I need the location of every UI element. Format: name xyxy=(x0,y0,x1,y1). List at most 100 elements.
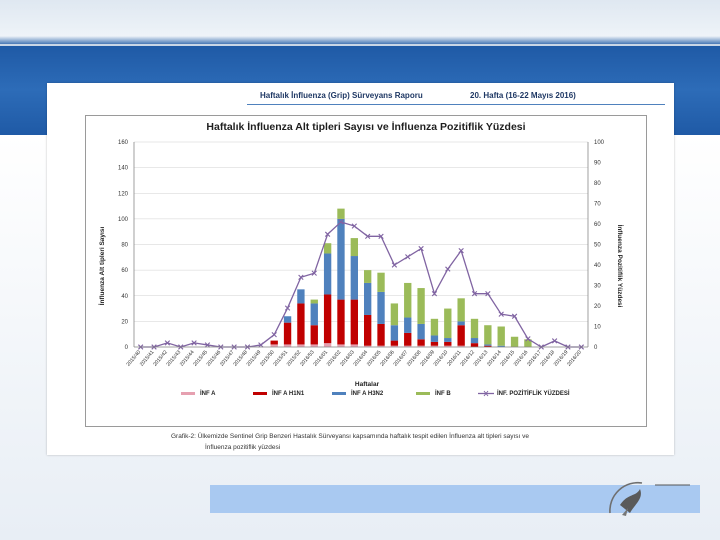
y-tick-label: 80 xyxy=(121,243,128,249)
bar-segment xyxy=(364,270,372,283)
positivity-point xyxy=(551,338,558,344)
positivity-point xyxy=(191,340,197,346)
positivity-point xyxy=(498,311,504,317)
bar-segment xyxy=(350,299,358,345)
bar-segment xyxy=(350,256,358,300)
report-title: Haftalık İnfluenza (Grip) Sürveyans Rapo… xyxy=(260,91,423,100)
bar-segment xyxy=(470,343,479,347)
positivity-point xyxy=(284,305,291,311)
bar-segment xyxy=(377,323,385,346)
bar-segment xyxy=(404,345,412,347)
positivity-point xyxy=(445,266,451,272)
bar-segment xyxy=(457,321,465,326)
y2-tick-label: 70 xyxy=(594,202,601,208)
bar-segment xyxy=(444,341,452,346)
y-tick-label: 40 xyxy=(121,294,128,300)
y2-tick-label: 20 xyxy=(594,304,601,310)
legend-label: İNF A xyxy=(200,390,216,397)
y-tick-label: 0 xyxy=(125,345,129,351)
bar-segment xyxy=(390,340,399,346)
bar-segment xyxy=(417,288,425,324)
bar-segment xyxy=(430,335,439,342)
y2-tick-label: 30 xyxy=(594,284,601,290)
bar-segment xyxy=(430,341,439,346)
positivity-point xyxy=(485,291,491,297)
bar-segment xyxy=(337,344,345,347)
positivity-point xyxy=(258,342,264,348)
positivity-point xyxy=(298,274,304,280)
y2-tick-label: 80 xyxy=(594,181,601,187)
y-tick-label: 140 xyxy=(118,166,129,172)
legend-label: İNF A H3N2 xyxy=(351,390,384,397)
y-tick-label: 120 xyxy=(118,191,129,197)
positivity-point xyxy=(405,254,411,260)
bar-segment xyxy=(484,344,492,346)
bar-segment xyxy=(417,323,425,340)
bar-segment xyxy=(430,345,439,347)
legend-swatch xyxy=(253,392,267,395)
legend-marker xyxy=(483,390,489,397)
positivity-point xyxy=(458,247,464,254)
bar-segment xyxy=(404,282,412,318)
x-tick-label: 2016/20 xyxy=(566,349,583,367)
bar-segment xyxy=(323,243,332,254)
influenza-chart: 0 20 40 60 80 100 120 140 160 0 10 20 30 40 50 60 70 80 90… xyxy=(98,120,624,397)
bar-segment xyxy=(350,238,358,257)
figure-caption-cont: İnfluenza pozitiflik yüzdesi xyxy=(205,444,281,451)
positivity-point xyxy=(471,291,478,297)
y-tick-label: 60 xyxy=(121,268,128,274)
bar-segment xyxy=(444,338,452,342)
y2-tick-label: 50 xyxy=(594,243,601,249)
bar-segment xyxy=(323,253,332,295)
report-week: 20. Hafta (16-22 Mayıs 2016) xyxy=(470,91,576,100)
bar-segment xyxy=(310,303,318,326)
legend-label: İNF B xyxy=(435,390,451,397)
y2-tick-label: 90 xyxy=(594,161,601,167)
bar-segment xyxy=(457,325,465,346)
bar-segment xyxy=(444,308,452,339)
ministry-logo xyxy=(609,481,690,516)
bar-segment xyxy=(323,294,332,344)
bar-segment xyxy=(297,303,305,345)
legend-label: İNF. POZİTİFLİK YÜZDESİ xyxy=(497,390,570,397)
bar-segment xyxy=(350,344,358,347)
chart-title: Haftalık İnfluenza Alt tipleri Sayısı ve… xyxy=(206,120,525,133)
positivity-point xyxy=(418,245,424,252)
legend-swatch xyxy=(416,392,430,395)
legend-label: İNF A H1N1 xyxy=(272,390,305,397)
bar-segment xyxy=(470,318,479,339)
bar-segment xyxy=(283,344,292,347)
positivity-point xyxy=(391,262,398,268)
y2-axis-label: İnfluenza Pozitiflik Yüzdesi xyxy=(616,225,624,308)
y2-tick-label: 0 xyxy=(594,345,598,351)
bar-segment xyxy=(484,325,492,345)
positivity-point xyxy=(525,336,531,342)
bar-segment xyxy=(310,344,318,347)
bar-segment xyxy=(283,316,292,323)
bar-segment xyxy=(497,345,505,347)
y2-tick-label: 40 xyxy=(594,263,601,269)
bar-segment xyxy=(404,332,412,346)
positivity-point xyxy=(164,340,171,346)
bar-segment xyxy=(337,299,345,345)
positivity-point xyxy=(324,231,331,237)
bar-segment xyxy=(510,336,519,347)
y2-tick-label: 10 xyxy=(594,325,601,331)
legend-swatch xyxy=(181,392,195,395)
legend-swatch xyxy=(332,392,346,395)
bar-segment xyxy=(377,345,385,347)
bar-segment xyxy=(444,345,452,347)
positivity-point xyxy=(311,270,317,276)
bar-segment xyxy=(364,282,372,315)
y-tick-label: 20 xyxy=(121,319,128,325)
bar-segment xyxy=(310,325,318,345)
bar-segment xyxy=(457,345,465,347)
report-page: Haftalık İnfluenza (Grip) Sürveyans Rapo… xyxy=(47,83,674,455)
bar-segment xyxy=(377,291,385,324)
positivity-point xyxy=(431,291,438,297)
bar-segment xyxy=(404,317,412,333)
positivity-line xyxy=(140,221,582,348)
positivity-point xyxy=(364,233,371,239)
y-tick-label: 160 xyxy=(118,140,129,146)
y-axis-label: İnfluenza Alt tipleri Sayısı xyxy=(98,227,106,306)
